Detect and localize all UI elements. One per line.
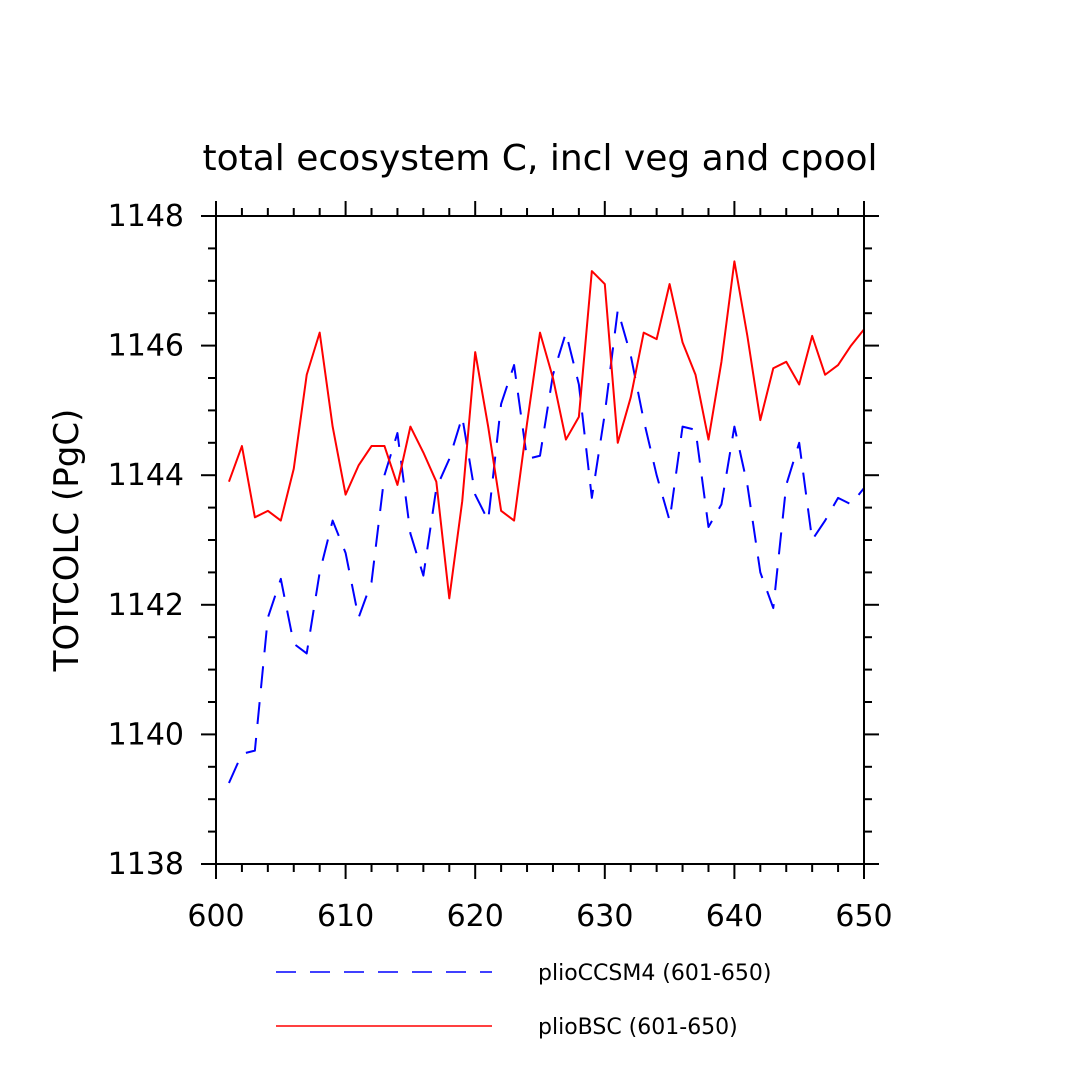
x-tick-label: 650 <box>835 899 892 934</box>
series-line-2 <box>228 260 865 600</box>
y-tick-label: 1144 <box>108 458 184 493</box>
y-tick-label: 1148 <box>108 199 184 234</box>
series-line-1 <box>228 308 865 784</box>
plot-frame <box>215 215 865 865</box>
y-tick-label: 1142 <box>108 588 184 623</box>
y-tick-label: 1146 <box>108 329 184 364</box>
x-tick-label: 640 <box>706 899 763 934</box>
y-tick-label: 1138 <box>108 847 184 882</box>
axis-ticks <box>201 201 879 879</box>
x-tick-label: 620 <box>447 899 504 934</box>
y-axis-label: TOTCOLC (PgC) <box>47 409 87 673</box>
chart-title: total ecosystem C, incl veg and cpool <box>202 138 877 179</box>
x-tick-label: 630 <box>576 899 633 934</box>
legend-label-2: plioBSC (601-650) <box>538 1015 738 1040</box>
x-tick-label: 610 <box>317 899 374 934</box>
y-tick-label: 1140 <box>108 717 184 752</box>
tick-labels: 600 610 620 630 640 650 1138 1140 1142 1144 1146 11… <box>108 199 893 934</box>
legend: plioCCSM4 (601-650) plioBSC (601-650) <box>276 961 771 1040</box>
legend-label-1: plioCCSM4 (601-650) <box>538 961 771 986</box>
x-tick-label: 600 <box>187 899 244 934</box>
plot-lines <box>228 260 865 784</box>
